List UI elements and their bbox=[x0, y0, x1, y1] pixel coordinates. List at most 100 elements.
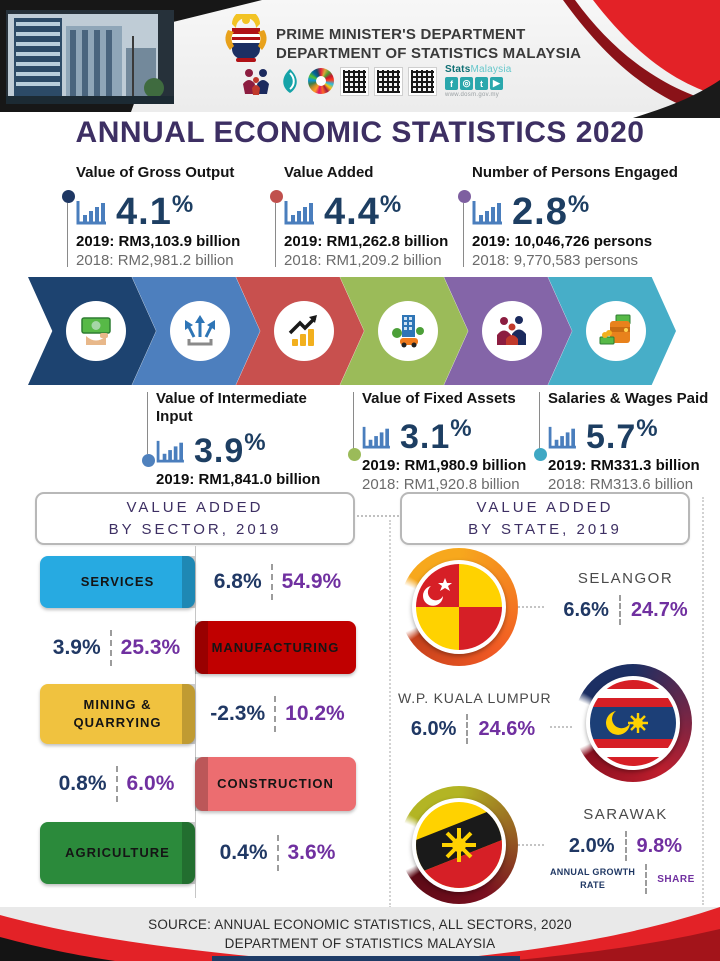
stat-value: 4.1 bbox=[116, 190, 172, 233]
kuala-lumpur-flag bbox=[586, 676, 680, 770]
stat-intermediate-input: Value of Intermediate Input 3.9% 2019: R… bbox=[142, 390, 348, 509]
dotted-divider-right bbox=[702, 497, 704, 905]
legend-share-label: SHARE bbox=[657, 873, 695, 885]
dashed-divider bbox=[274, 696, 277, 732]
header-banner: PRIME MINISTER'S DEPARTMENT DEPARTMENT O… bbox=[0, 0, 720, 118]
percent-sign: % bbox=[244, 429, 266, 457]
sector-bar-manufacturing: MANUFACTURING bbox=[195, 621, 356, 674]
growth-value: 6.6% bbox=[563, 598, 609, 621]
header-logo-row: StatsMalaysia f ◎ t ▶ www.dosm.gov.my bbox=[240, 64, 512, 98]
youtube-icon[interactable]: ▶ bbox=[490, 77, 503, 90]
pin-line bbox=[147, 392, 148, 454]
stat-2018: 2018: RM1,920.8 billion bbox=[362, 475, 520, 493]
stat-2019: 2019: RM3,103.9 billion bbox=[76, 233, 241, 250]
stat-2019: 2019: RM331.3 billion bbox=[548, 457, 700, 474]
instagram-icon[interactable]: ◎ bbox=[460, 77, 473, 90]
dashed-divider bbox=[618, 595, 621, 625]
stat-2018: 2018: 9,770,583 persons bbox=[472, 251, 638, 269]
state-name: SARAWAK bbox=[583, 806, 668, 823]
dashed-divider bbox=[624, 831, 627, 861]
dotted-connector-horizontal bbox=[357, 515, 399, 517]
stat-2018: 2018: RM313.6 billion bbox=[548, 475, 694, 493]
state-box-line1: VALUE ADDED bbox=[476, 498, 614, 516]
pin-marker-icon bbox=[348, 448, 361, 461]
stat-label: Value Added bbox=[284, 164, 374, 181]
source-line1: SOURCE: ANNUAL ECONOMIC STATISTICS, ALL … bbox=[148, 917, 572, 932]
agency-title: PRIME MINISTER'S DEPARTMENT DEPARTMENT O… bbox=[276, 26, 581, 64]
value-added-by-sector-chart: SERVICES 6.8% 54.9% MANUFACTURING 3.9% 2… bbox=[38, 546, 358, 908]
share-value: 24.6% bbox=[478, 717, 536, 740]
stat-value: 3.1 bbox=[400, 418, 451, 457]
sector-bar-label: MINING & QUARRYING bbox=[73, 697, 162, 730]
state-kuala-lumpur: W.P. KUALA LUMPUR 6.0% 24.6% bbox=[398, 690, 552, 744]
bar-chart-icon bbox=[548, 426, 576, 449]
qr-code-3 bbox=[408, 66, 437, 96]
stat-2019: 2019: RM1,262.8 billion bbox=[284, 233, 449, 250]
state-box-line2: BY STATE, 2019 bbox=[468, 520, 622, 538]
legend-growth-label: ANNUAL GROWTH RATE bbox=[550, 866, 635, 893]
source-line2: DEPARTMENT OF STATISTICS MALAYSIA bbox=[224, 935, 496, 951]
stats-malaysia-brand: StatsMalaysia f ◎ t ▶ www.dosm.gov.my bbox=[445, 64, 512, 98]
buildings-vehicle-icon bbox=[392, 315, 424, 348]
workforce-people-icon bbox=[497, 316, 526, 345]
growth-value: -2.3% bbox=[210, 702, 266, 725]
chart-legend: ANNUAL GROWTH RATE SHARE bbox=[550, 864, 695, 894]
twitter-icon[interactable]: t bbox=[475, 77, 488, 90]
stat-value: 4.4 bbox=[324, 190, 380, 233]
stat-label: Value of Gross Output bbox=[76, 164, 235, 181]
growth-value: 6.8% bbox=[213, 570, 262, 593]
sarawak-ring bbox=[400, 786, 518, 904]
agency-line1: PRIME MINISTER'S DEPARTMENT bbox=[276, 26, 526, 43]
state-name: SELANGOR bbox=[577, 570, 674, 587]
percent-sign: % bbox=[636, 415, 658, 443]
pin-marker-icon bbox=[270, 190, 283, 203]
legend-growth-line2: RATE bbox=[580, 880, 606, 890]
sector-values-manufacturing: 3.9% 25.3% bbox=[38, 621, 195, 674]
cash-in-hand-icon bbox=[81, 317, 111, 345]
sector-bar-construction: CONSTRUCTION bbox=[195, 757, 356, 811]
stat-value-added: Value Added 4.4% 2019: RM1,262.8 billion… bbox=[270, 164, 462, 271]
share-value: 54.9% bbox=[281, 570, 342, 593]
stat-persons-engaged: Number of Persons Engaged 2.8% 2019: 10,… bbox=[458, 164, 714, 271]
social-icons-row: f ◎ t ▶ bbox=[445, 77, 503, 90]
share-value: 25.3% bbox=[120, 635, 181, 659]
stat-value: 2.8 bbox=[512, 190, 568, 233]
percent-sign: % bbox=[171, 190, 194, 218]
state-name: W.P. KUALA LUMPUR bbox=[398, 690, 552, 706]
footer-red-ribbon-left bbox=[0, 915, 300, 961]
share-value: 9.8% bbox=[636, 834, 683, 857]
bar-chart-icon bbox=[362, 426, 390, 449]
pin-line bbox=[353, 392, 354, 450]
chevron-segment-1 bbox=[28, 277, 156, 385]
header-red-ribbon bbox=[563, 0, 720, 118]
dashed-divider bbox=[276, 835, 279, 871]
dashed-divider bbox=[115, 766, 118, 802]
stat-2018: 2018: RM2,981.2 billion bbox=[76, 251, 234, 269]
stat-label: Number of Persons Engaged bbox=[472, 164, 678, 181]
growth-value: 6.0% bbox=[410, 717, 457, 740]
share-value: 3.6% bbox=[287, 841, 336, 864]
dashed-divider bbox=[270, 564, 273, 600]
pin-marker-icon bbox=[142, 454, 155, 467]
bar-chart-icon bbox=[472, 201, 502, 225]
bar-chart-icon bbox=[156, 440, 184, 463]
census-family-logo-icon bbox=[243, 69, 269, 95]
pin-marker-icon bbox=[458, 190, 471, 203]
dashed-divider bbox=[109, 629, 112, 666]
dosm-building-photo bbox=[6, 10, 174, 104]
stat-value: 5.7 bbox=[586, 418, 637, 457]
facebook-icon[interactable]: f bbox=[445, 77, 458, 90]
sector-bar-label: SERVICES bbox=[80, 574, 155, 590]
sector-values-agriculture: 0.4% 3.6% bbox=[199, 822, 356, 884]
sector-axis-line bbox=[195, 546, 196, 898]
stat-gross-output: Value of Gross Output 4.1% 2019: RM3,103… bbox=[62, 164, 268, 271]
website-link[interactable]: www.dosm.gov.my bbox=[445, 92, 500, 98]
growth-value: 3.9% bbox=[52, 635, 101, 659]
sector-values-mining: -2.3% 10.2% bbox=[199, 684, 356, 744]
state-sarawak: SARAWAK 2.0% 9.8% bbox=[548, 806, 703, 861]
pin-line bbox=[463, 203, 464, 267]
sector-bar-label: CONSTRUCTION bbox=[217, 776, 334, 792]
percent-sign: % bbox=[450, 415, 472, 443]
pin-marker-icon bbox=[534, 448, 547, 461]
stat-label: Salaries & Wages Paid bbox=[548, 390, 709, 407]
